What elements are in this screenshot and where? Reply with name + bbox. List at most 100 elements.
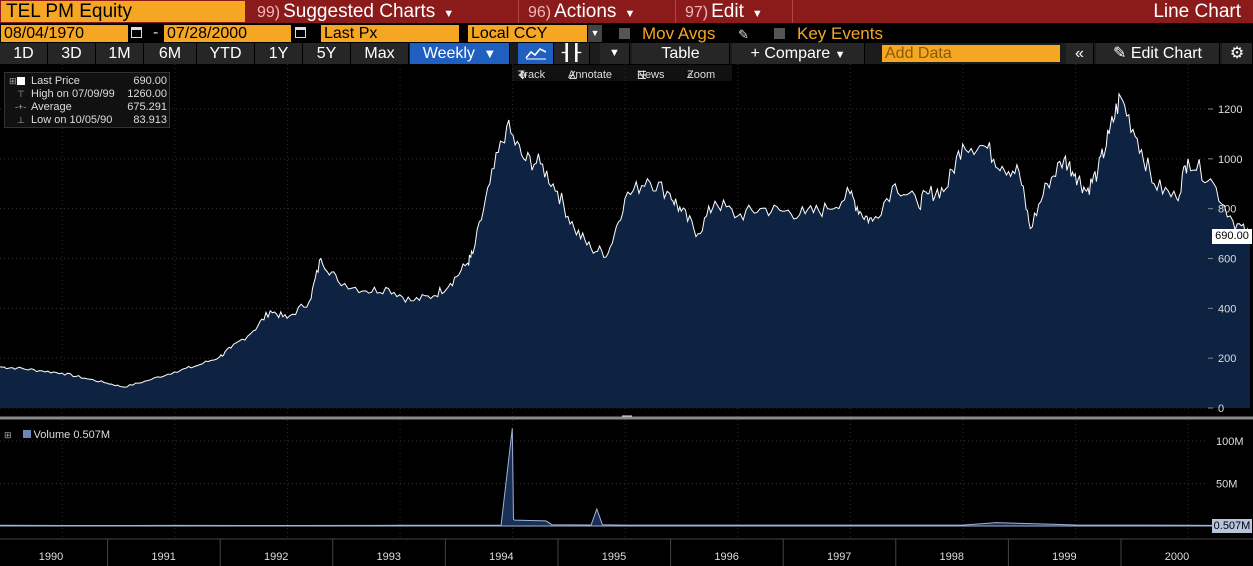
- volume-label: Volume: [33, 429, 71, 441]
- price-legend: ⊞ Last Price 690.00 ⊤ High on 07/09/99 1…: [4, 72, 170, 128]
- compare-label: Compare: [764, 45, 831, 62]
- news-label: News: [637, 69, 665, 81]
- legend-value: 83.913: [133, 114, 167, 126]
- range-3d-button[interactable]: 3D: [48, 43, 96, 64]
- compare-dropdown[interactable]: + Compare ▼: [732, 43, 865, 64]
- chevron-down-icon: ▼: [834, 49, 846, 61]
- start-date-field[interactable]: 08/04/1970: [1, 25, 128, 42]
- gear-icon[interactable]: ⚙: [1222, 43, 1253, 64]
- range-6m-button[interactable]: 6M: [144, 43, 197, 64]
- range-1m-button[interactable]: 1M: [96, 43, 144, 64]
- zoom-icon: ⌕: [687, 69, 694, 81]
- price-tick-label: 400: [1218, 303, 1236, 315]
- legend-value: 675.291: [127, 101, 167, 113]
- legend-label: Average: [31, 101, 72, 113]
- menu-label: Actions: [554, 1, 617, 22]
- legend-high: ⊤ High on 07/09/99 1260.00: [9, 88, 169, 101]
- edit-chart-button[interactable]: ✎ Edit Chart: [1096, 43, 1220, 64]
- x-tick-label: 1996: [714, 551, 738, 563]
- range-5y-button[interactable]: 5Y: [303, 43, 351, 64]
- add-data-input[interactable]: Add Data: [882, 45, 1060, 62]
- chevron-down-icon: ▼: [624, 8, 636, 20]
- date-separator: -: [153, 24, 159, 41]
- crosshair-icon: ✥: [518, 70, 528, 82]
- menu-label: Suggested Charts: [283, 1, 436, 22]
- plus-icon: +: [750, 45, 760, 62]
- expand-icon[interactable]: ⊞: [9, 76, 17, 86]
- x-tick-label: 1991: [151, 551, 175, 563]
- zoom-label: Zoom: [687, 69, 716, 81]
- line-chart-icon[interactable]: [518, 43, 554, 64]
- x-tick-label: 1994: [489, 551, 513, 563]
- chevron-down-icon: ▼: [483, 46, 497, 61]
- news-icon: ☰: [637, 70, 647, 82]
- volume-axis: 50M 100M: [1216, 436, 1244, 491]
- suggested-charts-menu[interactable]: 99) Suggested Charts ▼: [249, 0, 519, 23]
- legend-value: 690.00: [133, 75, 167, 87]
- calendar-icon[interactable]: [295, 27, 306, 38]
- menu-number: 96): [528, 4, 552, 21]
- x-tick-label: 1992: [264, 551, 288, 563]
- chevron-down-icon[interactable]: ▼: [600, 43, 630, 64]
- legend-low: ⊥ Low on 10/05/90 83.913: [9, 114, 169, 127]
- range-1d-button[interactable]: 1D: [0, 43, 48, 64]
- frequency-dropdown[interactable]: Weekly ▼: [410, 43, 510, 64]
- key-events-label: Key Events: [797, 24, 883, 43]
- chart-tools-bar: ✥ Track ∠ Annotate ☰ News ⌕ Zoom: [512, 65, 732, 82]
- price-tick-label: 800: [1218, 204, 1236, 216]
- volume-area: [0, 428, 1251, 527]
- track-label: Track: [518, 69, 546, 81]
- chevron-down-icon[interactable]: ▼: [588, 25, 602, 42]
- x-tick-label: 1997: [827, 551, 851, 563]
- title-bar: TEL PM Equity 99) Suggested Charts ▼ 96) Ac…: [0, 0, 1253, 23]
- price-plot: [0, 92, 1251, 409]
- x-tick-label: 1998: [940, 551, 964, 563]
- chevron-down-icon: ▼: [751, 8, 763, 20]
- key-events-checkbox[interactable]: [774, 28, 785, 39]
- frequency-label: Weekly: [422, 45, 475, 62]
- price-area: [0, 93, 1250, 409]
- high-marker-icon: ⊤: [17, 89, 25, 99]
- volume-plot: [0, 428, 1251, 527]
- params-bar: 08/04/1970 - 07/28/2000 Last Px Local CC…: [0, 24, 1253, 43]
- range-max-button[interactable]: Max: [351, 43, 409, 64]
- mov-avgs-checkbox[interactable]: [619, 28, 630, 39]
- collapse-icon[interactable]: «: [1066, 43, 1094, 64]
- actions-menu[interactable]: 96) Actions ▼: [520, 0, 676, 23]
- range-ytd-button[interactable]: YTD: [197, 43, 255, 64]
- legend-label: Low on 10/05/90: [31, 114, 113, 126]
- low-marker-icon: ⊥: [17, 115, 25, 125]
- legend-label: Last Price: [31, 75, 80, 87]
- volume-value: 0.507M: [73, 429, 111, 441]
- legend-average: -+- Average 675.291: [9, 101, 169, 114]
- pencil-icon[interactable]: ✎: [738, 27, 749, 42]
- menu-number: 97): [685, 4, 709, 21]
- end-date-field[interactable]: 07/28/2000: [164, 25, 291, 42]
- volume-grid: [0, 440, 1208, 484]
- edit-chart-label: Edit Chart: [1130, 45, 1202, 62]
- x-tick-label: 1990: [39, 551, 63, 563]
- price-field-select[interactable]: Last Px: [321, 25, 459, 42]
- menu-label: Edit: [711, 1, 744, 22]
- series-swatch: [17, 77, 25, 85]
- legend-label: High on 07/09/99: [31, 88, 115, 100]
- legend-last-price: ⊞ Last Price 690.00: [9, 75, 169, 88]
- range-1y-button[interactable]: 1Y: [255, 43, 303, 64]
- volume-tick-label: 50M: [1216, 479, 1237, 491]
- annotate-label: Annotate: [568, 69, 613, 81]
- currency-select[interactable]: Local CCY: [468, 25, 587, 42]
- edit-menu[interactable]: 97) Edit ▼: [677, 0, 793, 23]
- chevron-down-icon: ▼: [443, 8, 455, 20]
- security-field[interactable]: TEL PM Equity: [1, 1, 245, 22]
- volume-legend: ⊞ Volume 0.507M: [4, 429, 110, 443]
- average-marker-icon: -+-: [15, 102, 27, 112]
- bar-chart-icon[interactable]: ┨┠: [554, 43, 590, 64]
- x-tick-label: 1993: [377, 551, 401, 563]
- calendar-icon[interactable]: [131, 27, 142, 38]
- expand-icon[interactable]: ⊞: [4, 430, 12, 440]
- table-button[interactable]: Table: [632, 43, 730, 64]
- pencil-icon: ✎: [1113, 45, 1127, 62]
- price-tick-label: 0: [1218, 403, 1224, 415]
- volume-tick-label: 100M: [1216, 436, 1244, 448]
